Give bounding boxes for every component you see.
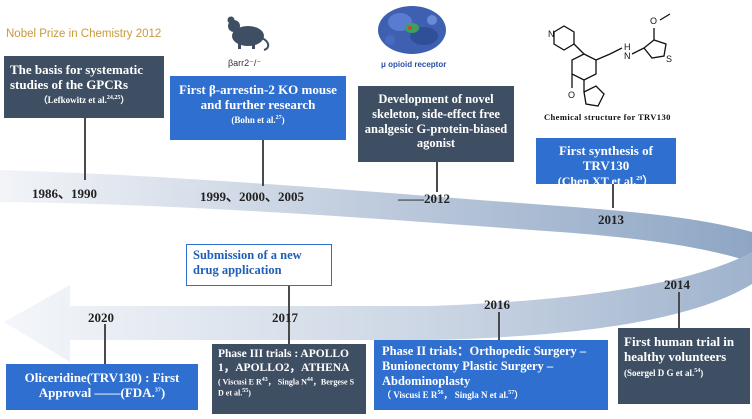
- chemical-structure-image: N O H N S O: [548, 13, 672, 107]
- arrestin-title: First β-arrestin-2 KO mouse and further …: [179, 82, 337, 113]
- year-2013: 2013: [598, 212, 624, 227]
- connector-2014: [678, 292, 680, 328]
- arrestin-citation: (Bohn et al.27): [231, 114, 285, 125]
- submission-title: Submission of a new drug application: [193, 248, 302, 277]
- opioid-receptor-label: μ opioid receptor: [381, 60, 447, 69]
- nobel-prize-label: Nobel Prize in Chemistry 2012: [6, 28, 162, 40]
- gpcr-box: The basis for systematic studies of the …: [4, 56, 164, 118]
- connector-2017: [288, 286, 290, 344]
- phase2-citation: （ Viscusi E R56， Singla N et al.57）: [382, 390, 524, 401]
- opioid-receptor-image: [378, 6, 446, 54]
- human-trial-box: First human trial in healthy volunteers …: [618, 328, 750, 404]
- year-1999-2005: 1999、2000、2005: [200, 189, 305, 204]
- connector-2012: [436, 162, 438, 192]
- synthesis-citation: (Chen XT et al.29）: [557, 173, 655, 188]
- phase2-box: Phase II trials：Orthopedic Surgery –Buni…: [374, 340, 608, 410]
- svg-text:S: S: [666, 54, 672, 64]
- year-2016: 2016: [484, 297, 510, 312]
- connector-2013: [612, 184, 614, 208]
- year-2012: ——2012: [398, 191, 450, 206]
- gpcr-citation: （Lefkowitz et al.24,25）: [38, 94, 130, 105]
- phase3-title: Phase III trials : APOLLO 1，APOLLO2，ATHE…: [218, 348, 350, 374]
- arrestin-box: First β-arrestin-2 KO mouse and further …: [170, 76, 346, 140]
- connector-2020: [104, 324, 106, 364]
- year-2014: 2014: [664, 277, 690, 292]
- human-trial-citation: (Soergel D G et al.54): [624, 367, 704, 378]
- year-1986-1990: 1986、1990: [32, 186, 98, 201]
- gpcr-title: The basis for systematic studies of the …: [10, 62, 144, 93]
- svg-text:N: N: [548, 29, 555, 39]
- barr2-label: βarr2⁻/⁻: [228, 58, 262, 68]
- phase3-citation: ( Viscusi E R43， Singla N44，Bergese S D …: [218, 377, 355, 398]
- svg-text:N: N: [624, 51, 631, 61]
- phase3-box: Phase III trials : APOLLO 1，APOLLO2，ATHE…: [212, 344, 366, 414]
- connector-2016: [498, 312, 500, 340]
- mouse-icon: [227, 16, 270, 51]
- year-2017: 2017: [272, 310, 298, 325]
- chemical-structure-caption: Chemical structure for TRV130: [544, 112, 671, 122]
- agonist-box: Development of novel skeleton, side-effe…: [358, 86, 514, 162]
- submission-box: Submission of a new drug application: [186, 244, 332, 286]
- connector-1999: [262, 140, 264, 186]
- svg-text:O: O: [568, 90, 575, 100]
- synthesis-box: First synthesis of TRV130 (Chen XT et al…: [536, 138, 676, 188]
- approval-title: Oliceridine(TRV130) : First Approval ——(…: [24, 370, 180, 401]
- connector-1986: [84, 118, 86, 180]
- agonist-title: Development of novel skeleton, side-effe…: [364, 92, 508, 151]
- year-2020: 2020: [88, 310, 114, 325]
- approval-box: Oliceridine(TRV130) : First Approval ——(…: [6, 364, 198, 410]
- svg-text:H: H: [624, 42, 631, 52]
- phase2-title: Phase II trials：Orthopedic Surgery –Buni…: [382, 344, 587, 388]
- synthesis-title: First synthesis of TRV130: [559, 143, 653, 174]
- human-trial-title: First human trial in healthy volunteers: [624, 334, 735, 365]
- svg-text:O: O: [650, 16, 657, 26]
